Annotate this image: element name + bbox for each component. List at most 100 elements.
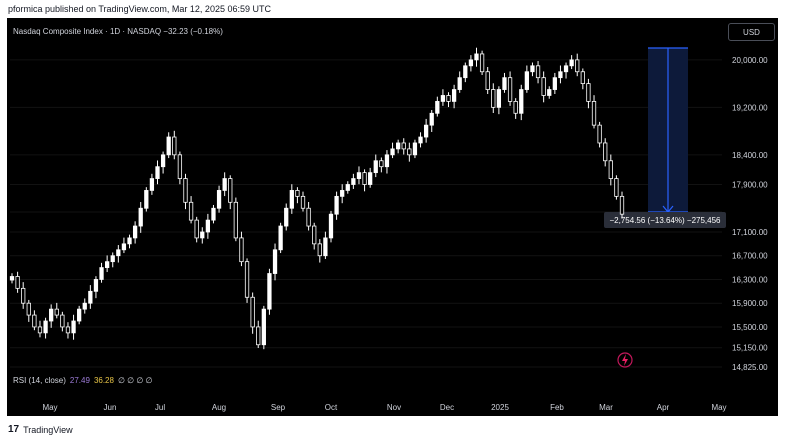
candle bbox=[558, 65, 563, 84]
x-tick-label: Apr bbox=[657, 403, 670, 412]
candle bbox=[250, 292, 255, 334]
publisher-credit: pformica published on TradingView.com, M… bbox=[8, 4, 271, 14]
candle bbox=[194, 216, 199, 243]
candle bbox=[491, 83, 496, 113]
candle bbox=[60, 311, 65, 332]
icons bbox=[617, 352, 633, 368]
candle bbox=[205, 213, 211, 239]
candle bbox=[272, 243, 278, 281]
candle bbox=[289, 184, 294, 214]
symbol-legend[interactable]: Nasdaq Composite Index · 1D · NASDAQ −32… bbox=[13, 27, 223, 36]
candle bbox=[177, 151, 183, 185]
candle bbox=[463, 62, 468, 83]
candle bbox=[88, 285, 93, 309]
candle bbox=[71, 314, 76, 340]
candle bbox=[21, 282, 26, 309]
y-tick-label: 16,700.00 bbox=[732, 252, 768, 261]
x-tick-label: Nov bbox=[387, 403, 401, 412]
candle bbox=[608, 154, 613, 186]
candle bbox=[328, 210, 334, 243]
currency-button[interactable]: USD bbox=[728, 23, 775, 41]
candle bbox=[396, 139, 401, 154]
measure-label: −2,754.56 (−13.64%) −275,456 bbox=[610, 216, 722, 225]
candle bbox=[412, 139, 418, 159]
candle bbox=[188, 196, 194, 224]
brand-name: TradingView bbox=[23, 424, 73, 435]
candle bbox=[474, 47, 479, 67]
candle bbox=[200, 227, 205, 244]
candle bbox=[468, 55, 474, 72]
measure-tool[interactable]: −2,754.56 (−13.64%) −275,456 bbox=[604, 47, 726, 228]
candle bbox=[524, 65, 529, 93]
candle bbox=[121, 237, 127, 254]
candle bbox=[368, 167, 373, 188]
candle bbox=[306, 202, 311, 231]
y-tick-label: 19,200.00 bbox=[732, 103, 768, 112]
y-axis[interactable]: 20,000.0019,200.0018,400.0017,900.0017,4… bbox=[727, 56, 777, 372]
candle bbox=[82, 298, 87, 314]
candle bbox=[541, 71, 546, 103]
candle bbox=[228, 175, 233, 210]
candle bbox=[547, 86, 552, 99]
gridlines bbox=[10, 59, 722, 368]
candle bbox=[278, 222, 283, 254]
candle bbox=[451, 84, 457, 109]
rsi-value-2: 36.28 bbox=[93, 376, 114, 385]
candle bbox=[530, 62, 535, 77]
candle bbox=[233, 197, 238, 242]
candle bbox=[384, 150, 390, 174]
tradingview-logo-icon: 17 bbox=[8, 424, 20, 435]
candle bbox=[300, 191, 306, 212]
candle bbox=[222, 172, 227, 197]
candle bbox=[105, 255, 110, 273]
y-tick-label: 17,900.00 bbox=[732, 181, 768, 190]
candle bbox=[379, 157, 384, 173]
candle bbox=[77, 305, 82, 325]
x-tick-label: Sep bbox=[271, 403, 286, 412]
candle bbox=[597, 121, 602, 148]
candle bbox=[312, 222, 317, 250]
x-tick-label: Oct bbox=[325, 403, 338, 412]
candle bbox=[127, 234, 132, 249]
candle bbox=[317, 239, 322, 263]
candle bbox=[340, 184, 345, 204]
candle bbox=[261, 305, 266, 350]
rsi-label: RSI (14, close) bbox=[13, 376, 66, 385]
x-tick-label: Mar bbox=[599, 403, 613, 412]
candle bbox=[407, 142, 412, 162]
candle bbox=[519, 84, 524, 121]
candle bbox=[457, 71, 462, 93]
x-tick-label: Aug bbox=[212, 403, 226, 412]
candle bbox=[155, 160, 160, 185]
candle bbox=[535, 61, 541, 84]
candle bbox=[373, 154, 378, 178]
candle bbox=[49, 304, 54, 328]
candle bbox=[93, 276, 99, 299]
x-axis[interactable]: May Jun Jul Aug Sep Oct Nov Dec 2025 Feb Mar Apr May bbox=[42, 403, 726, 412]
y-tick-label: 15,150.00 bbox=[732, 344, 768, 353]
y-tick-label: 14,825.00 bbox=[732, 363, 768, 372]
candle bbox=[211, 204, 216, 224]
rsi-legend[interactable]: RSI (14, close) 27.49 36.28 ∅ ∅ ∅ ∅ bbox=[13, 376, 153, 385]
candle bbox=[26, 299, 31, 322]
footer-brand: 17 TradingView bbox=[8, 424, 73, 435]
candle bbox=[586, 78, 591, 109]
candle bbox=[351, 173, 356, 189]
candle bbox=[166, 132, 171, 159]
candle bbox=[356, 166, 362, 185]
candle bbox=[172, 130, 177, 160]
y-tick-label: 20,000.00 bbox=[732, 56, 768, 65]
candle bbox=[362, 169, 367, 192]
candle bbox=[256, 320, 261, 349]
x-tick-label: May bbox=[711, 403, 726, 412]
lightning-icon[interactable] bbox=[617, 352, 633, 368]
candle bbox=[614, 175, 619, 200]
candle bbox=[418, 132, 423, 148]
candle bbox=[244, 258, 250, 303]
candle bbox=[160, 151, 166, 174]
candle bbox=[485, 66, 490, 94]
candle bbox=[295, 187, 300, 204]
candle bbox=[390, 142, 395, 159]
candle bbox=[423, 118, 429, 143]
